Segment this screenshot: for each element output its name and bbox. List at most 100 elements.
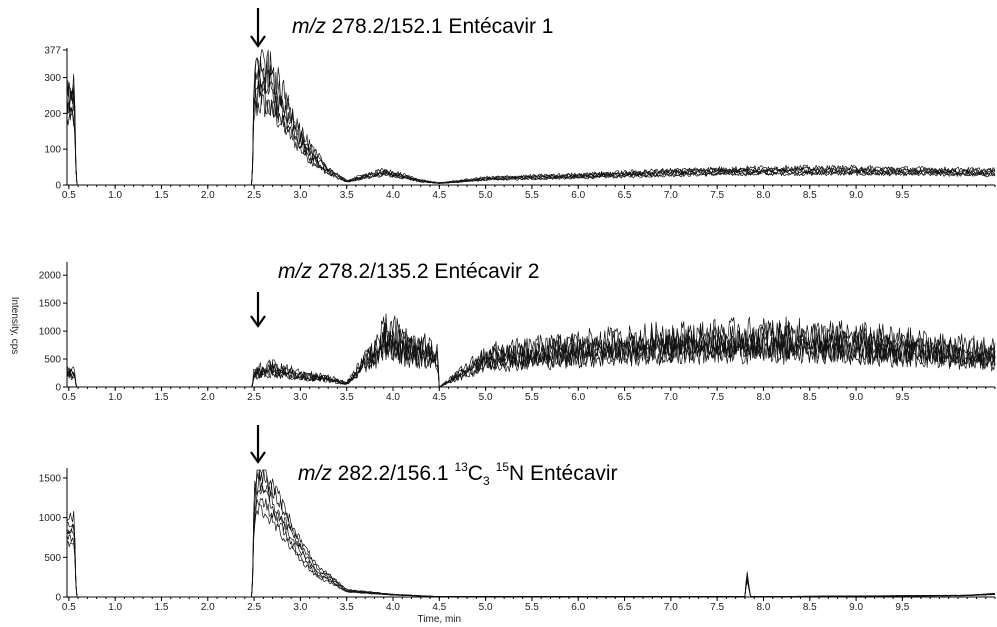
x-tick-label: 3.0 [293, 392, 307, 403]
x-tick-label: 7.5 [710, 190, 724, 201]
panel-title: m/z 278.2/152.1 Entécavir 1 [292, 15, 554, 38]
x-tick-label: 2.5 [247, 602, 261, 613]
y-tick-label: 0 [55, 181, 61, 192]
x-tick-label: 8.5 [803, 392, 817, 403]
chromatogram-trace [66, 469, 996, 598]
y-tick-label: 1500 [39, 299, 62, 310]
chromatogram-trace [66, 503, 996, 598]
panel-3: 0 500 1000 1500 0.5 1.0 1.5 2.0 2.5 3.0 3.5 4.0 4.5 5… [39, 425, 996, 625]
x-tick-label: 7.5 [710, 392, 724, 403]
x-tick-label: 7.5 [710, 602, 724, 613]
x-tick-label: 9.0 [849, 392, 863, 403]
x-tick-label: 9.0 [849, 602, 863, 613]
x-tick-label: 3.5 [340, 190, 354, 201]
x-tick-label: 6.0 [571, 602, 585, 613]
chromatogram-trace [67, 340, 996, 388]
x-tick-label: 9.0 [849, 190, 863, 201]
x-tick-label: 7.0 [664, 602, 678, 613]
y-tick-label: 1000 [39, 513, 62, 524]
y-tick-label: 500 [44, 355, 61, 366]
x-tick-label: 2.0 [201, 392, 215, 403]
x-tick-label: 3.5 [340, 392, 354, 403]
x-tick-label: 6.0 [571, 190, 585, 201]
title-text: 278.2/152.1 Entécavir 1 [326, 15, 554, 38]
y-axis-title: Intensity, cps [9, 297, 20, 355]
chromatogram-trace [66, 485, 996, 598]
title-mz: m/z [298, 462, 332, 485]
chromatogram-trace [66, 313, 996, 388]
x-tick-label: 5.5 [525, 602, 539, 613]
chromatogram-trace [66, 55, 996, 186]
panel-1: 0 100 200 300 377 0.5 1.0 1.5 2.0 2.5 3.0 3.5 4.0 4.5… [44, 8, 996, 201]
x-tick-label: 2.5 [247, 190, 261, 201]
x-tick-label: 1.0 [108, 392, 122, 403]
x-tick-label: 8.0 [757, 392, 771, 403]
title-text-end: N Entécavir [509, 462, 618, 485]
y-tick-label: 1000 [39, 327, 62, 338]
title-element: C [468, 462, 483, 485]
x-tick-label: 2.5 [247, 392, 261, 403]
x-tick-label: 4.5 [432, 392, 446, 403]
x-tick-label: 8.5 [803, 190, 817, 201]
x-tick-label: 9.5 [895, 190, 909, 201]
x-tick-label: 4.0 [386, 190, 400, 201]
x-tick-label: 8.5 [803, 602, 817, 613]
x-tick-label: 5.5 [525, 392, 539, 403]
x-tick-label: 6.5 [618, 392, 632, 403]
y-tick-label: 377 [44, 46, 61, 57]
x-tick-label: 1.5 [155, 602, 169, 613]
y-tick-label: 100 [44, 145, 61, 156]
chromatogram-trace [66, 49, 996, 186]
title-superscript: 15 [496, 460, 510, 474]
x-tick-label: 4.5 [432, 190, 446, 201]
arrow-icon-head [250, 35, 266, 48]
arrow-icon-head [250, 315, 266, 328]
x-tick-label: 8.0 [757, 602, 771, 613]
title-text: 282.2/156.1 [332, 462, 455, 485]
x-tick-label: 5.0 [479, 602, 493, 613]
panel-2: 0 500 1000 1500 2000 0.5 1.0 1.5 2.0 2.5 3.0 3.5 4.0… [9, 260, 996, 403]
x-tick-label: 9.5 [895, 602, 909, 613]
x-tick-label: 7.0 [664, 190, 678, 201]
x-tick-label: 4.5 [432, 602, 446, 613]
chromatogram-trace [66, 77, 996, 186]
arrow-icon-head [250, 451, 266, 464]
x-tick-label: 1.5 [155, 190, 169, 201]
x-tick-label: 6.5 [618, 602, 632, 613]
x-tick-label: 1.0 [108, 602, 122, 613]
x-tick-label: 9.5 [895, 392, 909, 403]
x-tick-label: 0.5 [62, 602, 76, 613]
x-tick-label: 1.0 [108, 190, 122, 201]
y-tick-label: 300 [44, 73, 61, 84]
y-tick-label: 0 [55, 383, 61, 394]
chromatogram-trace [66, 469, 996, 598]
y-tick-label: 1500 [39, 473, 62, 484]
chromatogram-trace [66, 498, 995, 598]
y-tick-label: 2000 [39, 271, 62, 282]
x-tick-label: 6.0 [571, 392, 585, 403]
y-tick-label: 0 [55, 593, 61, 604]
x-axis-title: Time, min [418, 614, 462, 625]
x-tick-label: 5.5 [525, 190, 539, 201]
x-tick-label: 7.0 [664, 392, 678, 403]
title-subscript: 3 [483, 474, 490, 488]
panel-title: m/z 282.2/156.1 13C3 15N Entécavir [298, 460, 618, 488]
x-tick-label: 6.5 [618, 190, 632, 201]
y-tick-label: 500 [44, 553, 61, 564]
x-tick-label: 2.0 [201, 602, 215, 613]
x-tick-label: 0.5 [62, 392, 76, 403]
y-tick-label: 200 [44, 109, 61, 120]
x-tick-label: 3.5 [340, 602, 354, 613]
title-text: 278.2/135.2 Entécavir 2 [312, 260, 540, 283]
x-tick-label: 8.0 [757, 190, 771, 201]
chromatogram-trace [66, 474, 996, 598]
title-mz: m/z [292, 15, 326, 38]
x-tick-label: 5.0 [479, 392, 493, 403]
x-tick-label: 3.0 [293, 602, 307, 613]
x-tick-label: 2.0 [201, 190, 215, 201]
title-superscript: 13 [454, 460, 468, 474]
panel-title: m/z 278.2/135.2 Entécavir 2 [278, 260, 540, 283]
x-tick-label: 0.5 [62, 190, 76, 201]
